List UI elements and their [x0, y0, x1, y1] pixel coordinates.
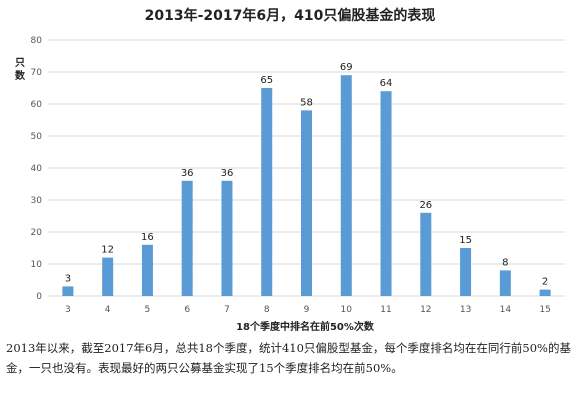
chart-title: 2013年-2017年6月，410只偏股基金的表现 [145, 7, 436, 24]
x-tick-label: 7 [224, 305, 230, 315]
x-tick-label: 11 [380, 305, 391, 315]
y-tick-label: 70 [31, 68, 43, 78]
y-tick-label: 20 [31, 228, 43, 238]
y-tick-label: 0 [36, 292, 42, 302]
x-tick-label: 13 [460, 305, 471, 315]
bar-4 [102, 257, 114, 296]
data-label: 36 [181, 168, 194, 179]
x-tick-labels: 3 4 5 6 7 8 9 10 11 12 13 14 15 [65, 305, 551, 315]
y-tick-label: 60 [31, 100, 43, 110]
bar-7 [221, 180, 233, 296]
y-tick-label: 80 [31, 36, 43, 46]
bar-3 [62, 286, 74, 296]
x-tick-label: 12 [420, 305, 431, 315]
data-labels: 3 12 16 36 36 65 58 69 64 26 15 8 2 [65, 62, 549, 287]
bar-5 [141, 244, 153, 296]
x-tick-label: 10 [341, 305, 353, 315]
caption-text: 2013年以来，截至2017年6月，总共18个季度，统计410只偏股型基金，每个… [6, 341, 571, 375]
y-tick-label: 30 [31, 196, 43, 206]
data-label: 8 [502, 257, 508, 268]
data-label: 69 [340, 62, 353, 73]
y-tick-label: 10 [31, 260, 43, 270]
y-tick-label: 50 [31, 132, 43, 142]
y-tick-labels: 0 10 20 30 40 50 60 70 80 [31, 36, 43, 302]
y-axis-label: 只数 [15, 57, 26, 82]
data-label: 36 [221, 168, 234, 179]
x-tick-label: 6 [184, 305, 190, 315]
x-tick-label: 15 [539, 305, 550, 315]
chart: 2013年-2017年6月，410只偏股基金的表现 只数 18个季度中排名在前5… [15, 7, 565, 333]
bar-13 [460, 248, 472, 296]
data-label: 58 [300, 97, 313, 108]
data-label: 12 [101, 245, 114, 256]
data-label: 15 [459, 235, 472, 246]
x-tick-label: 9 [304, 305, 310, 315]
x-tick-label: 3 [65, 305, 71, 315]
x-tick-label: 4 [105, 305, 111, 315]
data-label: 64 [380, 78, 393, 89]
x-tick-label: 8 [264, 305, 270, 315]
data-label: 65 [260, 75, 273, 86]
x-tick-label: 14 [500, 305, 512, 315]
bar-14 [499, 270, 511, 296]
bar-15 [539, 289, 551, 296]
bar-8 [261, 88, 273, 296]
bar-chart-svg: 2013年-2017年6月，410只偏股基金的表现 只数 18个季度中排名在前5… [15, 7, 565, 333]
data-label: 3 [65, 273, 71, 284]
y-tick-label: 40 [31, 164, 43, 174]
bar-12 [420, 212, 432, 296]
bar-10 [340, 75, 352, 296]
bar-11 [380, 91, 392, 296]
data-label: 26 [419, 200, 432, 211]
x-axis-label: 18个季度中排名在前50%次数 [236, 320, 375, 333]
x-tick-label: 5 [145, 305, 151, 315]
bar-6 [181, 180, 193, 296]
data-label: 2 [542, 277, 548, 288]
bar-9 [301, 110, 312, 297]
data-label: 16 [141, 232, 154, 243]
bars [62, 75, 551, 297]
